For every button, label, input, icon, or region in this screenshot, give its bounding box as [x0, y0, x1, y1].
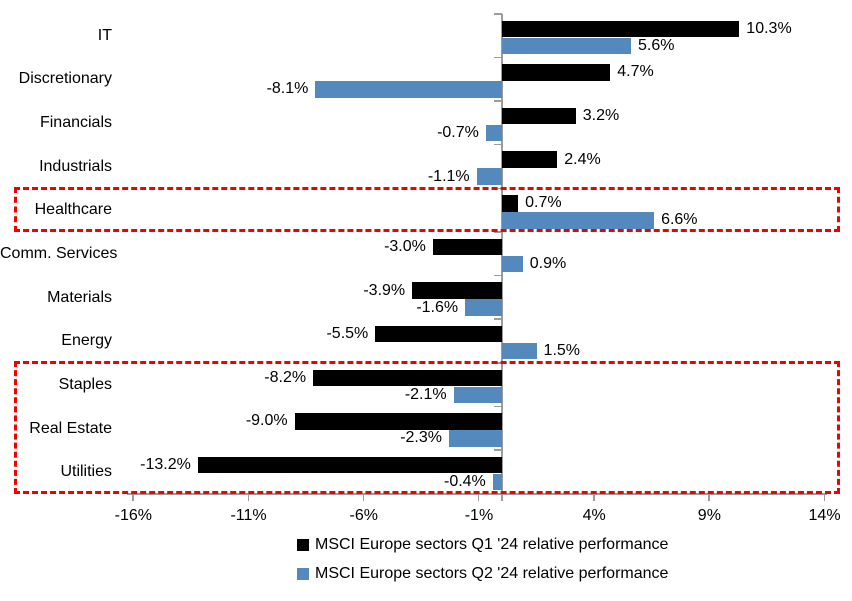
legend-swatch-q2-icon: [297, 568, 309, 580]
bar-q1: [502, 151, 558, 168]
value-label-q1: 2.4%: [564, 150, 601, 168]
legend-label-q2: MSCI Europe sectors Q2 '24 relative perf…: [315, 565, 669, 582]
value-label-q2: 1.5%: [543, 342, 581, 360]
category-label: IT: [97, 26, 112, 44]
bar-q1: [502, 20, 740, 37]
value-axis-tick: [477, 494, 480, 501]
category-label: Utilities: [60, 463, 112, 481]
bar-q2: [453, 386, 502, 404]
category-axis-tick: [494, 274, 502, 277]
category-axis-tick: [494, 449, 502, 451]
value-label-q1: 4.7%: [617, 63, 654, 81]
value-label-q2: -2.3%: [400, 429, 442, 447]
value-axis-tick: [132, 494, 134, 501]
value-label-q1: -13.2%: [140, 456, 191, 474]
bar-q1: [294, 413, 502, 430]
value-axis-label: -1%: [464, 507, 494, 524]
category-axis-tick: [494, 56, 502, 59]
value-axis-label: -11%: [230, 507, 267, 524]
category-label: Materials: [47, 288, 112, 306]
bar-q1: [432, 238, 502, 256]
value-label-q1: 3.2%: [582, 107, 620, 125]
value-axis-label: -16%: [114, 507, 153, 524]
value-label-q2: -0.7%: [437, 124, 479, 142]
legend-swatch-q1-icon: [297, 539, 309, 551]
bar-q1: [313, 369, 502, 387]
category-axis-tick: [494, 405, 502, 408]
value-axis-tick: [593, 494, 595, 501]
bar-q1: [412, 282, 502, 299]
value-axis-label: -6%: [349, 507, 378, 524]
bar-q2: [485, 124, 502, 142]
bar-q2: [315, 81, 502, 98]
category-axis-tick: [494, 318, 502, 320]
value-label-q2: 6.6%: [661, 211, 698, 229]
value-axis-tick: [708, 494, 710, 501]
category-label: Financials: [39, 114, 112, 132]
value-axis-label: 14%: [808, 507, 841, 524]
category-axis-tick: [494, 13, 502, 15]
value-axis-tick: [823, 494, 826, 501]
bar-q1: [502, 107, 576, 125]
value-label-q1: -9.0%: [245, 412, 288, 430]
value-label-q2: -2.1%: [404, 385, 447, 403]
bar-q2: [502, 342, 537, 360]
category-label: Healthcare: [34, 201, 112, 219]
value-label-q2: -1.6%: [416, 298, 459, 316]
category-label: Energy: [61, 332, 112, 350]
bar-q1: [375, 325, 502, 343]
bar-q2: [465, 299, 502, 316]
value-axis-tick: [247, 494, 250, 501]
bar-q2: [449, 430, 502, 447]
value-label-q1: -8.2%: [264, 368, 307, 386]
value-label-q1: 0.7%: [525, 194, 562, 212]
category-label: Staples: [58, 375, 112, 393]
category-label: Comm. Services: [0, 245, 118, 262]
category-axis-tick: [494, 143, 502, 146]
bar-q1: [502, 195, 519, 212]
bar-q2: [492, 473, 502, 491]
value-label-q2: 5.6%: [638, 36, 675, 54]
value-label-q2: 0.9%: [529, 254, 567, 272]
bar-q2: [502, 212, 655, 229]
value-label-q1: 10.3%: [746, 19, 792, 37]
bar-q2: [502, 37, 632, 54]
value-label-q2: -0.4%: [443, 473, 486, 491]
value-label-q2: -1.1%: [427, 167, 470, 185]
value-label-q1: -5.5%: [326, 325, 369, 343]
value-axis-label: 4%: [582, 507, 606, 524]
value-label-q2: -8.1%: [266, 80, 309, 98]
bar-q1: [197, 456, 502, 474]
category-label: Real Estate: [29, 419, 112, 437]
bar-q2: [502, 255, 523, 273]
category-axis-tick: [494, 100, 502, 102]
value-axis-tick: [501, 494, 503, 501]
value-axis-label: 9%: [697, 507, 721, 524]
value-label-q1: -3.9%: [363, 281, 406, 299]
category-label: Discretionary: [18, 70, 112, 88]
defensives-highlight-box: [14, 361, 840, 494]
category-label: Industrials: [39, 157, 112, 175]
legend-label-q1: MSCI Europe sectors Q1 '24 relative perf…: [315, 536, 669, 553]
legend-item-q1: MSCI Europe sectors Q1 '24 relative perf…: [297, 535, 668, 555]
bar-q2: [476, 168, 502, 185]
bar-q1: [502, 64, 611, 81]
value-axis-tick: [362, 494, 365, 501]
healthcare-highlight-box: [14, 186, 840, 233]
category-axis-line: [501, 14, 503, 494]
value-axis-line: [127, 493, 827, 495]
value-label-q1: -3.0%: [384, 237, 426, 255]
legend-item-q2: MSCI Europe sectors Q2 '24 relative perf…: [297, 564, 668, 584]
